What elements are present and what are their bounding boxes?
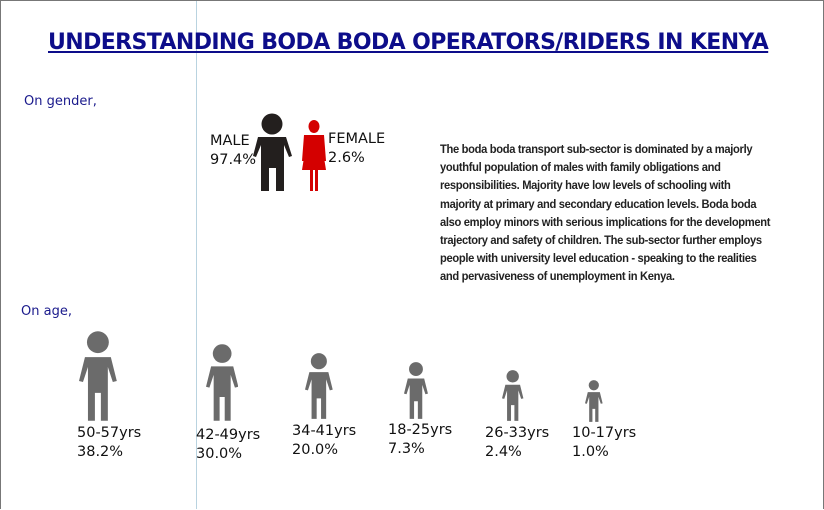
female-label: FEMALE 2.6% (328, 130, 385, 168)
age-percentage: 38.2% (77, 444, 124, 460)
male-figure-icon (253, 113, 292, 191)
male-percentage: 97.4% (210, 152, 257, 168)
description-line: also employ minors with serious implicat… (440, 214, 771, 229)
age-group-label: 26-33yrs 2.4% (485, 424, 549, 462)
person-figure-icon (79, 331, 117, 421)
description-line: trajectory and safety of children. The s… (440, 233, 762, 248)
age-percentage: 2.4% (485, 444, 522, 460)
age-range: 26-33yrs (485, 425, 550, 441)
description-line: responsibilities. Majority have low leve… (440, 178, 731, 193)
description-line: The boda boda transport sub-sector is do… (440, 142, 753, 156)
age-range: 10-17yrs (572, 425, 637, 441)
age-percentage: 20.0% (292, 442, 339, 458)
description-line: people with university level education -… (440, 251, 757, 266)
female-percentage: 2.6% (328, 150, 365, 166)
male-label: MALE 97.4% (210, 132, 256, 170)
gender-heading: On gender, (24, 94, 97, 109)
guide-line (196, 1, 197, 509)
page-title: UNDERSTANDING BODA BODA OPERATORS/RIDERS… (48, 30, 769, 55)
age-range: 42-49yrs (196, 427, 261, 443)
age-group-label: 18-25yrs 7.3% (388, 421, 452, 459)
description-line: majority at primary and secondary educat… (440, 196, 757, 211)
male-label-text: MALE (210, 133, 250, 149)
person-figure-icon (305, 353, 333, 419)
female-figure-icon (302, 120, 326, 191)
person-figure-icon (585, 380, 603, 422)
age-group-label: 42-49yrs 30.0% (196, 426, 260, 464)
description-line: youthful population of males with family… (440, 160, 721, 175)
age-range: 50-57yrs (77, 425, 142, 441)
age-percentage: 30.0% (196, 446, 243, 462)
age-percentage: 1.0% (572, 444, 609, 460)
age-percentage: 7.3% (388, 441, 425, 457)
description-line: and pervasiveness of unemployment in Ken… (440, 269, 675, 284)
age-heading: On age, (21, 304, 72, 319)
age-group-label: 10-17yrs 1.0% (572, 424, 636, 462)
female-label-text: FEMALE (328, 131, 386, 147)
age-range: 34-41yrs (292, 423, 357, 439)
person-figure-icon (404, 362, 428, 419)
age-group-label: 34-41yrs 20.0% (292, 422, 356, 460)
age-range: 18-25yrs (388, 422, 453, 438)
description-paragraph: The boda boda transport sub-sector is do… (440, 140, 770, 286)
age-group-label: 50-57yrs 38.2% (77, 424, 141, 462)
person-figure-icon (205, 344, 239, 421)
person-figure-icon (502, 370, 524, 421)
